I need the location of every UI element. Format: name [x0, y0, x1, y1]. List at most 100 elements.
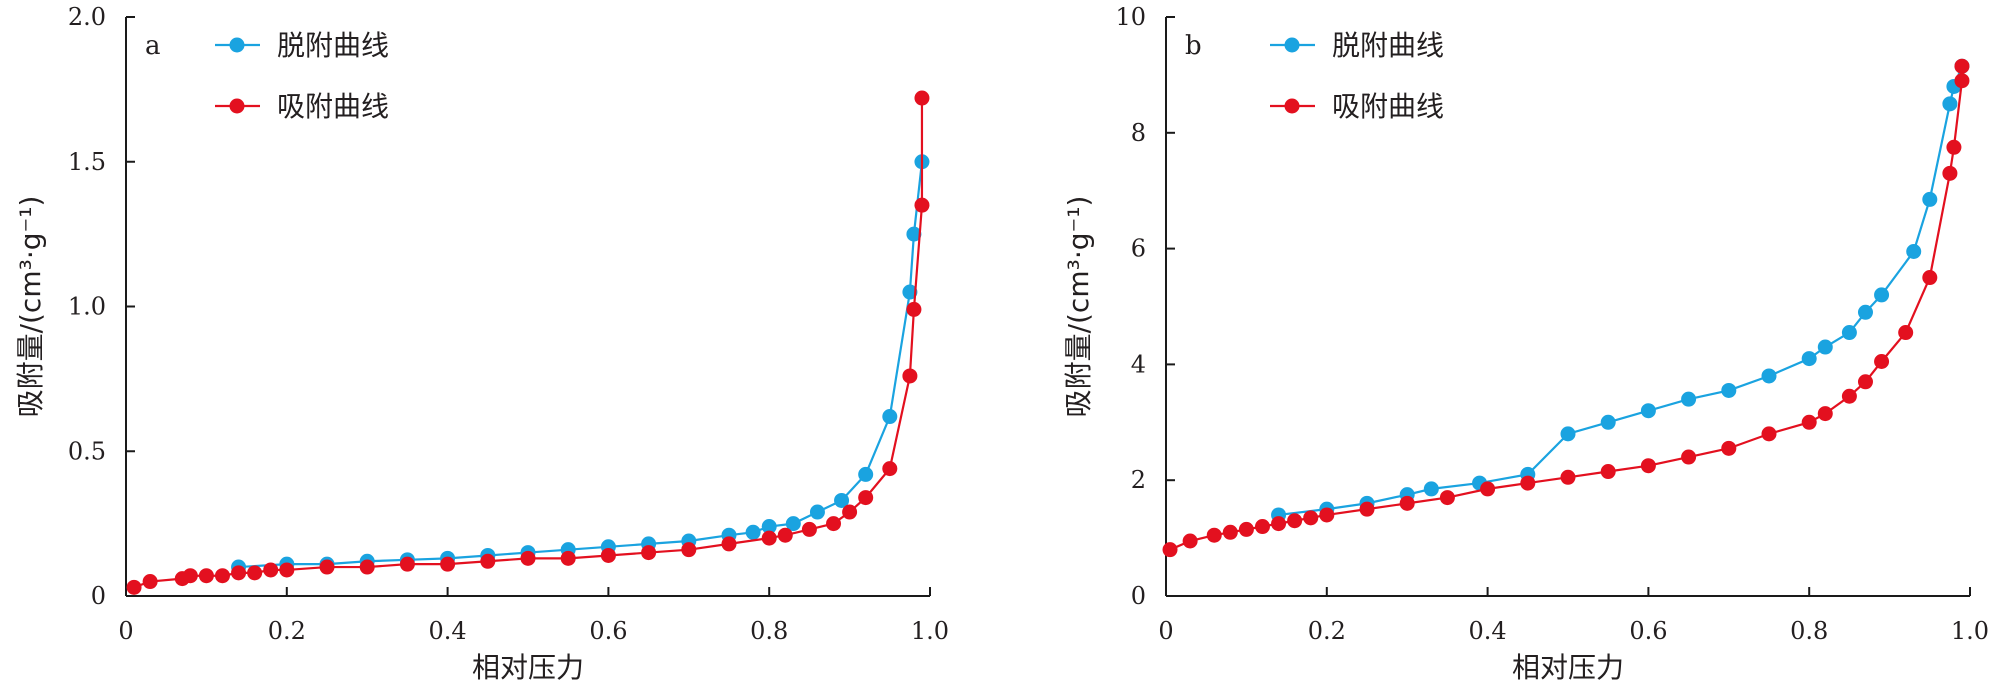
y-tick-label: 6	[1131, 235, 1146, 263]
x-tick-label: 0.8	[750, 617, 788, 645]
data-point-adsorption	[1801, 414, 1817, 430]
data-point-desorption	[1423, 481, 1439, 497]
data-point-adsorption	[279, 562, 295, 578]
x-tick-label: 0.4	[1469, 617, 1507, 645]
panel-label: b	[1185, 31, 1202, 61]
data-point-adsorption	[182, 568, 198, 584]
data-point-adsorption	[359, 559, 375, 575]
data-point-adsorption	[1271, 516, 1287, 532]
data-point-adsorption	[520, 550, 536, 566]
legend-label-adsorption: 吸附曲线	[1332, 90, 1444, 123]
data-point-adsorption	[214, 568, 230, 584]
data-point-adsorption	[1319, 507, 1335, 523]
panel-b: 0 2 4 6 8 10 0 0.2 0.4 0.6 0.8 1.0 相对压力 吸附量/(cm³·g⁻¹)…	[1062, 3, 1989, 684]
x-axis-title: 相对压力	[472, 651, 584, 684]
data-point-adsorption	[1520, 475, 1536, 491]
data-point-desorption	[1640, 403, 1656, 419]
y-tick-label: 4	[1131, 350, 1146, 378]
data-point-adsorption	[641, 545, 657, 561]
data-point-adsorption	[826, 516, 842, 532]
data-point-adsorption	[1857, 374, 1873, 390]
x-axis-title: 相对压力	[1512, 651, 1624, 684]
data-point-adsorption	[1600, 464, 1616, 480]
data-point-desorption	[785, 516, 801, 532]
data-point-adsorption	[1254, 519, 1270, 535]
data-point-adsorption	[1640, 458, 1656, 474]
data-point-adsorption	[1942, 165, 1958, 181]
data-point-adsorption	[1560, 469, 1576, 485]
data-point-desorption	[1922, 191, 1938, 207]
legend-marker-desorption	[229, 37, 245, 53]
data-point-adsorption	[1817, 406, 1833, 422]
data-point-adsorption	[882, 461, 898, 477]
data-point-adsorption	[1761, 426, 1777, 442]
y-tick-label: 8	[1131, 119, 1146, 147]
data-point-adsorption	[1287, 513, 1303, 529]
y-tick-label: 0	[1131, 582, 1146, 610]
data-point-desorption	[1681, 391, 1697, 407]
data-point-desorption	[1761, 368, 1777, 384]
data-point-desorption	[834, 492, 850, 508]
data-point-adsorption	[1238, 521, 1254, 537]
data-point-adsorption	[1681, 449, 1697, 465]
data-point-desorption	[858, 466, 874, 482]
data-point-adsorption	[842, 504, 858, 520]
data-point-desorption	[1817, 339, 1833, 355]
data-point-adsorption	[858, 490, 874, 506]
y-axis-title: 吸附量/(cm³·g⁻¹)	[1062, 196, 1095, 418]
data-point-adsorption	[1222, 524, 1238, 540]
x-tick-label: 0.6	[1629, 617, 1667, 645]
data-point-desorption	[1942, 96, 1958, 112]
data-point-desorption	[1841, 325, 1857, 341]
data-point-desorption	[1874, 287, 1890, 303]
x-tick-label: 0	[1158, 617, 1173, 645]
y-tick-label: 2	[1131, 466, 1146, 494]
legend-marker-desorption	[1284, 37, 1300, 53]
y-tick-label: 1.0	[68, 293, 106, 321]
y-tick-label: 0.5	[68, 437, 106, 465]
data-point-adsorption	[914, 90, 930, 106]
data-point-desorption	[1906, 243, 1922, 259]
legend-marker-adsorption	[229, 98, 245, 114]
data-point-adsorption	[681, 542, 697, 558]
y-tick-label: 0	[91, 582, 106, 610]
data-point-adsorption	[1946, 139, 1962, 155]
data-point-adsorption	[399, 556, 415, 572]
data-point-adsorption	[1841, 388, 1857, 404]
data-point-desorption	[761, 519, 777, 535]
data-point-adsorption	[777, 527, 793, 543]
x-tick-label: 0.8	[1790, 617, 1828, 645]
data-point-adsorption	[1399, 495, 1415, 511]
data-point-adsorption	[1954, 73, 1970, 89]
data-point-adsorption	[914, 197, 930, 213]
data-point-desorption	[745, 524, 761, 540]
data-point-adsorption	[142, 574, 158, 590]
data-point-adsorption	[319, 559, 335, 575]
series-line-desorption	[1278, 65, 1963, 517]
data-point-adsorption	[1359, 501, 1375, 517]
data-point-adsorption	[440, 556, 456, 572]
x-tick-label: 1.0	[911, 617, 949, 645]
x-tick-label: 0.2	[268, 617, 306, 645]
data-point-adsorption	[721, 536, 737, 552]
y-tick-label: 10	[1115, 3, 1146, 31]
legend-label-adsorption: 吸附曲线	[277, 90, 389, 123]
data-point-adsorption	[231, 565, 247, 581]
x-tick-label: 1.0	[1951, 617, 1989, 645]
data-point-adsorption	[1721, 440, 1737, 456]
legend-label-desorption: 脱附曲线	[277, 29, 389, 62]
x-tick-label: 0.2	[1308, 617, 1346, 645]
data-point-desorption	[1560, 426, 1576, 442]
y-axis-title: 吸附量/(cm³·g⁻¹)	[14, 196, 47, 418]
data-point-adsorption	[1303, 510, 1319, 526]
data-point-desorption	[1857, 304, 1873, 320]
data-point-desorption	[902, 284, 918, 300]
legend-marker-adsorption	[1284, 98, 1300, 114]
x-tick-label: 0	[118, 617, 133, 645]
data-point-adsorption	[600, 547, 616, 563]
data-point-adsorption	[1162, 542, 1178, 558]
data-point-adsorption	[560, 550, 576, 566]
legend-label-desorption: 脱附曲线	[1332, 29, 1444, 62]
data-point-adsorption	[801, 521, 817, 537]
